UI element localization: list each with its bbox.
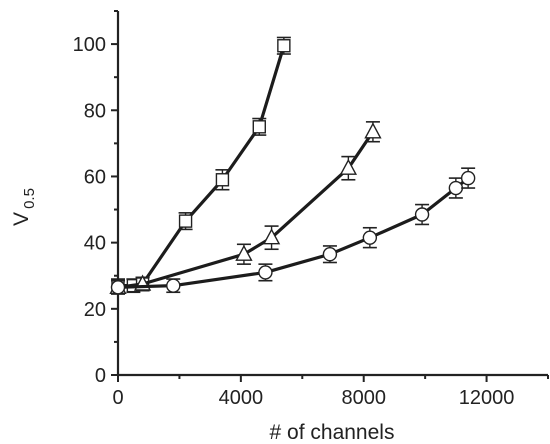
y-axis-label-main: V	[10, 212, 33, 226]
data-point-circle	[166, 278, 181, 293]
data-point-square	[277, 39, 291, 53]
x-axis-label: # of channels	[270, 421, 395, 444]
series-circle	[110, 167, 476, 295]
data-point-square	[252, 120, 266, 134]
y-tick-label: 80	[84, 100, 106, 122]
x-tick-label: 8000	[341, 387, 386, 409]
ticks: 0 20 40 60 80 100 0 4000 8000 12000	[73, 10, 549, 409]
data-point-triangle	[339, 158, 358, 175]
y-tick-label: 40	[84, 233, 106, 255]
data-point-circle	[414, 207, 430, 222]
data-point-circle	[460, 170, 476, 186]
y-axis-label: V 0.5	[10, 188, 38, 226]
y-axis-label-subscript: 0.5	[21, 188, 38, 209]
series-square	[111, 36, 291, 294]
data-point-circle	[448, 180, 464, 196]
y-tick-label: 100	[73, 34, 106, 56]
data-point-square	[178, 214, 193, 228]
x-tick-label: 4000	[219, 387, 264, 409]
data-point-triangle	[364, 122, 382, 139]
x-tick-label: 0	[112, 387, 123, 409]
axes	[116, 11, 548, 377]
data-point-circle	[362, 230, 378, 245]
y-tick-label: 0	[95, 365, 106, 387]
y-tick-label: 60	[84, 166, 106, 188]
y-tick-label: 20	[84, 299, 106, 321]
data-point-circle	[258, 265, 273, 280]
x-tick-label: 12000	[459, 387, 515, 409]
series-line	[118, 45, 286, 288]
data-point-triangle	[235, 244, 253, 261]
data-point-triangle	[262, 228, 281, 245]
data-point-circle	[322, 247, 338, 262]
series-line	[117, 176, 470, 289]
series-layer	[109, 36, 476, 295]
data-point-circle	[110, 280, 126, 295]
data-point-square	[215, 173, 230, 187]
